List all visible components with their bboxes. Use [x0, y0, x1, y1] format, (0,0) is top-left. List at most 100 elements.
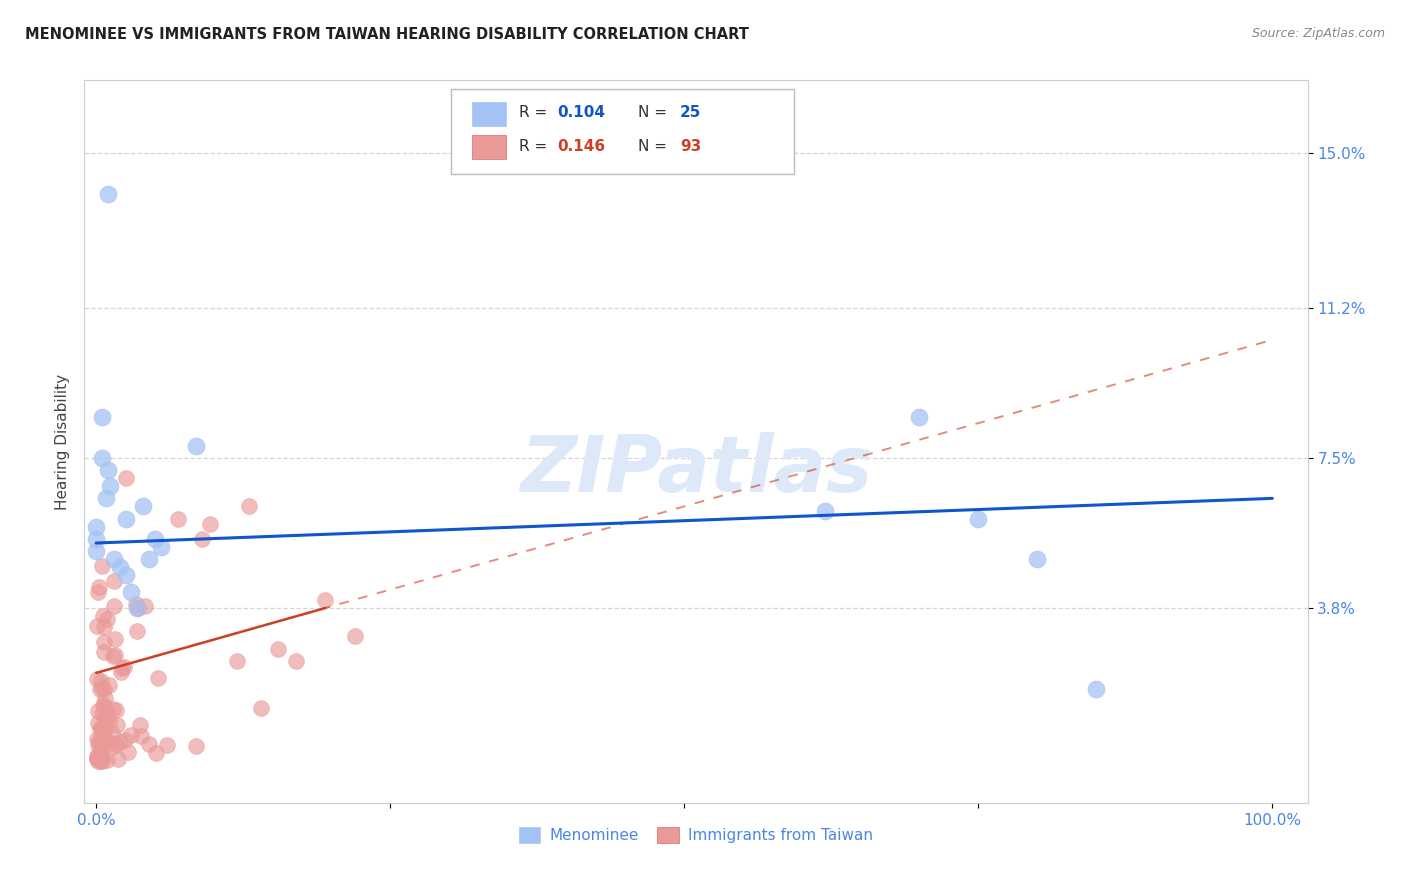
- Point: [90, 751, 112, 765]
- Point: [86, 752, 108, 766]
- Text: N =: N =: [638, 138, 672, 153]
- Point: [91, 609, 114, 624]
- Point: [86, 672, 108, 686]
- Text: R =: R =: [519, 105, 551, 120]
- Text: 0.104: 0.104: [558, 105, 606, 120]
- Point: [167, 511, 190, 525]
- Point: [91, 754, 114, 768]
- Point: [91, 410, 114, 425]
- Point: [91, 706, 114, 721]
- Text: Source: ZipAtlas.com: Source: ZipAtlas.com: [1251, 27, 1385, 40]
- Point: [250, 701, 273, 715]
- Point: [112, 659, 135, 673]
- Point: [1084, 682, 1107, 697]
- Point: [89, 722, 111, 736]
- Point: [93, 722, 115, 736]
- Point: [93, 735, 115, 749]
- Point: [90, 755, 112, 769]
- Point: [93, 699, 115, 714]
- Point: [94, 734, 117, 748]
- Point: [90, 748, 112, 763]
- Point: [103, 552, 125, 566]
- Point: [91, 559, 114, 574]
- Point: [120, 728, 142, 742]
- Text: 25: 25: [681, 105, 702, 120]
- Point: [314, 592, 336, 607]
- Point: [89, 681, 111, 696]
- Point: [267, 641, 290, 656]
- Point: [128, 718, 150, 732]
- Point: [96, 612, 118, 626]
- Point: [149, 540, 172, 554]
- Text: 0.146: 0.146: [558, 138, 606, 153]
- Point: [814, 503, 837, 517]
- Point: [97, 715, 120, 730]
- Point: [94, 491, 117, 506]
- Point: [94, 690, 117, 705]
- Point: [105, 717, 128, 731]
- Point: [98, 479, 121, 493]
- Point: [87, 585, 110, 599]
- Point: [93, 713, 115, 727]
- Point: [101, 726, 124, 740]
- Point: [143, 532, 166, 546]
- Point: [145, 746, 167, 760]
- Point: [148, 671, 170, 685]
- Point: [114, 733, 136, 747]
- Point: [103, 574, 125, 588]
- Point: [93, 644, 115, 658]
- Point: [103, 599, 125, 613]
- Point: [343, 629, 366, 643]
- Point: [107, 752, 129, 766]
- Point: [138, 737, 160, 751]
- Point: [125, 597, 148, 611]
- Point: [91, 730, 114, 744]
- Point: [156, 738, 179, 752]
- Point: [908, 410, 931, 425]
- Point: [86, 748, 108, 763]
- Point: [84, 532, 107, 546]
- Text: R =: R =: [519, 138, 551, 153]
- Point: [285, 654, 308, 668]
- Point: [86, 619, 108, 633]
- Point: [125, 624, 148, 638]
- Point: [93, 634, 115, 648]
- Point: [104, 648, 127, 662]
- Point: [129, 729, 152, 743]
- Point: [127, 600, 149, 615]
- Point: [89, 735, 111, 749]
- Point: [84, 520, 107, 534]
- Point: [191, 532, 214, 546]
- Point: [114, 511, 136, 525]
- Point: [103, 632, 125, 647]
- Point: [103, 648, 125, 663]
- Point: [96, 705, 118, 719]
- Point: [103, 739, 125, 753]
- Point: [138, 552, 160, 566]
- Point: [184, 739, 207, 754]
- Point: [226, 654, 249, 668]
- Point: [104, 703, 127, 717]
- Point: [96, 753, 118, 767]
- Bar: [472, 102, 506, 126]
- Point: [104, 737, 127, 751]
- Point: [1026, 552, 1049, 566]
- Point: [91, 698, 114, 712]
- Point: [93, 723, 115, 738]
- Point: [87, 754, 110, 768]
- Point: [184, 439, 207, 453]
- Text: 93: 93: [681, 138, 702, 153]
- Text: N =: N =: [638, 105, 672, 120]
- Point: [200, 517, 222, 532]
- Point: [87, 734, 110, 748]
- Point: [114, 568, 136, 582]
- Point: [86, 750, 108, 764]
- Y-axis label: Hearing Disability: Hearing Disability: [55, 374, 70, 509]
- Point: [100, 736, 122, 750]
- Point: [120, 584, 142, 599]
- Point: [110, 665, 132, 680]
- Point: [90, 674, 112, 689]
- Point: [84, 544, 107, 558]
- Point: [89, 754, 111, 768]
- Point: [87, 581, 110, 595]
